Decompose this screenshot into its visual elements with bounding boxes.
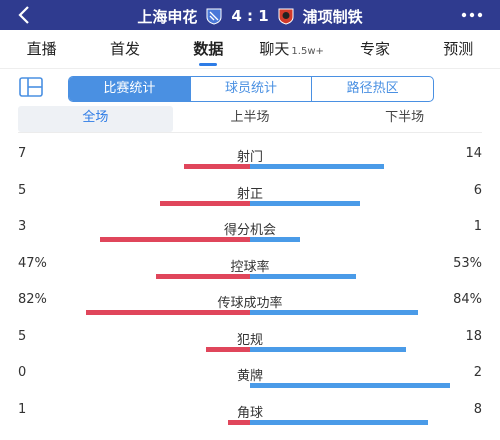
stat-row-pass-accuracy: 82% 传球成功率 84% [0, 286, 500, 323]
home-value: 1 [18, 401, 27, 417]
stat-row-possession: 47% 控球率 53% [0, 250, 500, 287]
segment-player-stats[interactable]: 球员统计 [191, 77, 313, 101]
away-value: 14 [465, 146, 482, 161]
stat-label: 射门 [236, 150, 263, 165]
home-bar [160, 200, 250, 206]
away-bar [250, 164, 384, 169]
stat-row-fouls: 5 犯规 18 [0, 323, 500, 360]
home-value: 5 [18, 328, 27, 344]
period-full-match[interactable]: 全场 [18, 106, 173, 132]
away-value: 1 [473, 219, 482, 234]
home-bar [86, 310, 250, 315]
layout-view-icon[interactable] [18, 76, 44, 98]
away-value: 53% [453, 255, 482, 271]
stat-label: 控球率 [230, 259, 270, 275]
home-value: 47% [18, 255, 47, 271]
stats-type-segmented-control: 比赛统计 球员统计 路径热区 [68, 76, 434, 102]
tab-chat[interactable]: 聊天 1.5w+ [250, 30, 333, 68]
stat-row-shots: 7 射门 14 [0, 140, 500, 177]
away-bar [250, 310, 418, 315]
home-bar [184, 164, 250, 169]
stat-label: 传球成功率 [217, 296, 283, 311]
home-bar [206, 346, 250, 352]
away-team-name: 浦项制铁 [302, 7, 363, 26]
tab-expert[interactable]: 专家 [333, 30, 416, 68]
chat-count-badge: 1.5w+ [291, 46, 324, 57]
tab-prediction[interactable]: 预测 [417, 30, 500, 68]
stat-label: 角球 [236, 405, 263, 421]
home-team-name: 上海申花 [137, 7, 198, 26]
stats-list: 7 射门 14 5 射正 6 3 得分机会 1 47% 控球率 53% 82% … [0, 140, 500, 432]
tab-label: 直播 [26, 40, 57, 58]
period-second-half[interactable]: 下半场 [385, 110, 425, 125]
match-score-bar: 上海申花 4 : 1 浦项制铁 [0, 6, 500, 26]
more-options-icon[interactable] [460, 6, 484, 24]
back-arrow-icon[interactable] [14, 4, 36, 26]
period-selector: 全场 上半场 下半场 [18, 106, 482, 133]
stat-label: 犯规 [236, 332, 263, 348]
home-team-badge-icon [206, 8, 222, 25]
tab-lineup[interactable]: 首发 [83, 30, 166, 68]
away-value: 2 [473, 365, 482, 380]
home-value: 82% [18, 292, 47, 307]
away-bar [250, 200, 360, 206]
away-bar [250, 273, 356, 279]
away-value: 18 [465, 328, 482, 344]
segment-match-stats[interactable]: 比赛统计 [69, 77, 191, 101]
away-value: 8 [473, 401, 482, 417]
away-value: 84% [453, 292, 482, 307]
home-value: 3 [18, 219, 27, 234]
tab-label: 预测 [443, 40, 474, 58]
home-value: 5 [18, 182, 27, 198]
tab-live[interactable]: 直播 [0, 30, 83, 68]
period-first-half[interactable]: 上半场 [230, 110, 270, 125]
home-bar [100, 237, 250, 242]
tab-data[interactable]: 数据 [167, 30, 250, 68]
tab-label: 数据 [193, 40, 224, 58]
away-bar [250, 237, 300, 242]
stat-label: 得分机会 [223, 223, 276, 238]
segment-heatmap[interactable]: 路径热区 [346, 81, 399, 96]
main-tabs: 直播 首发 数据 聊天 1.5w+ 专家 预测 [0, 30, 500, 69]
away-team-badge-icon [278, 8, 294, 25]
stat-row-corners: 1 角球 8 [0, 396, 500, 433]
away-bar [250, 346, 406, 352]
stat-label: 黄牌 [236, 369, 263, 384]
tab-label: 专家 [359, 40, 390, 58]
home-bar [156, 273, 250, 279]
stat-row-shots-on-target: 5 射正 6 [0, 177, 500, 214]
away-bar [250, 383, 450, 388]
stat-row-chances: 3 得分机会 1 [0, 213, 500, 250]
tab-label: 首发 [109, 40, 140, 58]
home-bar [228, 419, 250, 425]
stat-row-yellow-cards: 0 黄牌 2 [0, 359, 500, 396]
score: 4 : 1 [231, 7, 269, 25]
stat-label: 射正 [236, 186, 263, 202]
tab-label: 聊天 [259, 40, 290, 58]
home-value: 0 [18, 365, 27, 380]
home-value: 7 [18, 146, 27, 161]
away-value: 6 [473, 182, 482, 198]
match-header: 上海申花 4 : 1 浦项制铁 [0, 0, 500, 30]
away-bar [250, 419, 428, 425]
